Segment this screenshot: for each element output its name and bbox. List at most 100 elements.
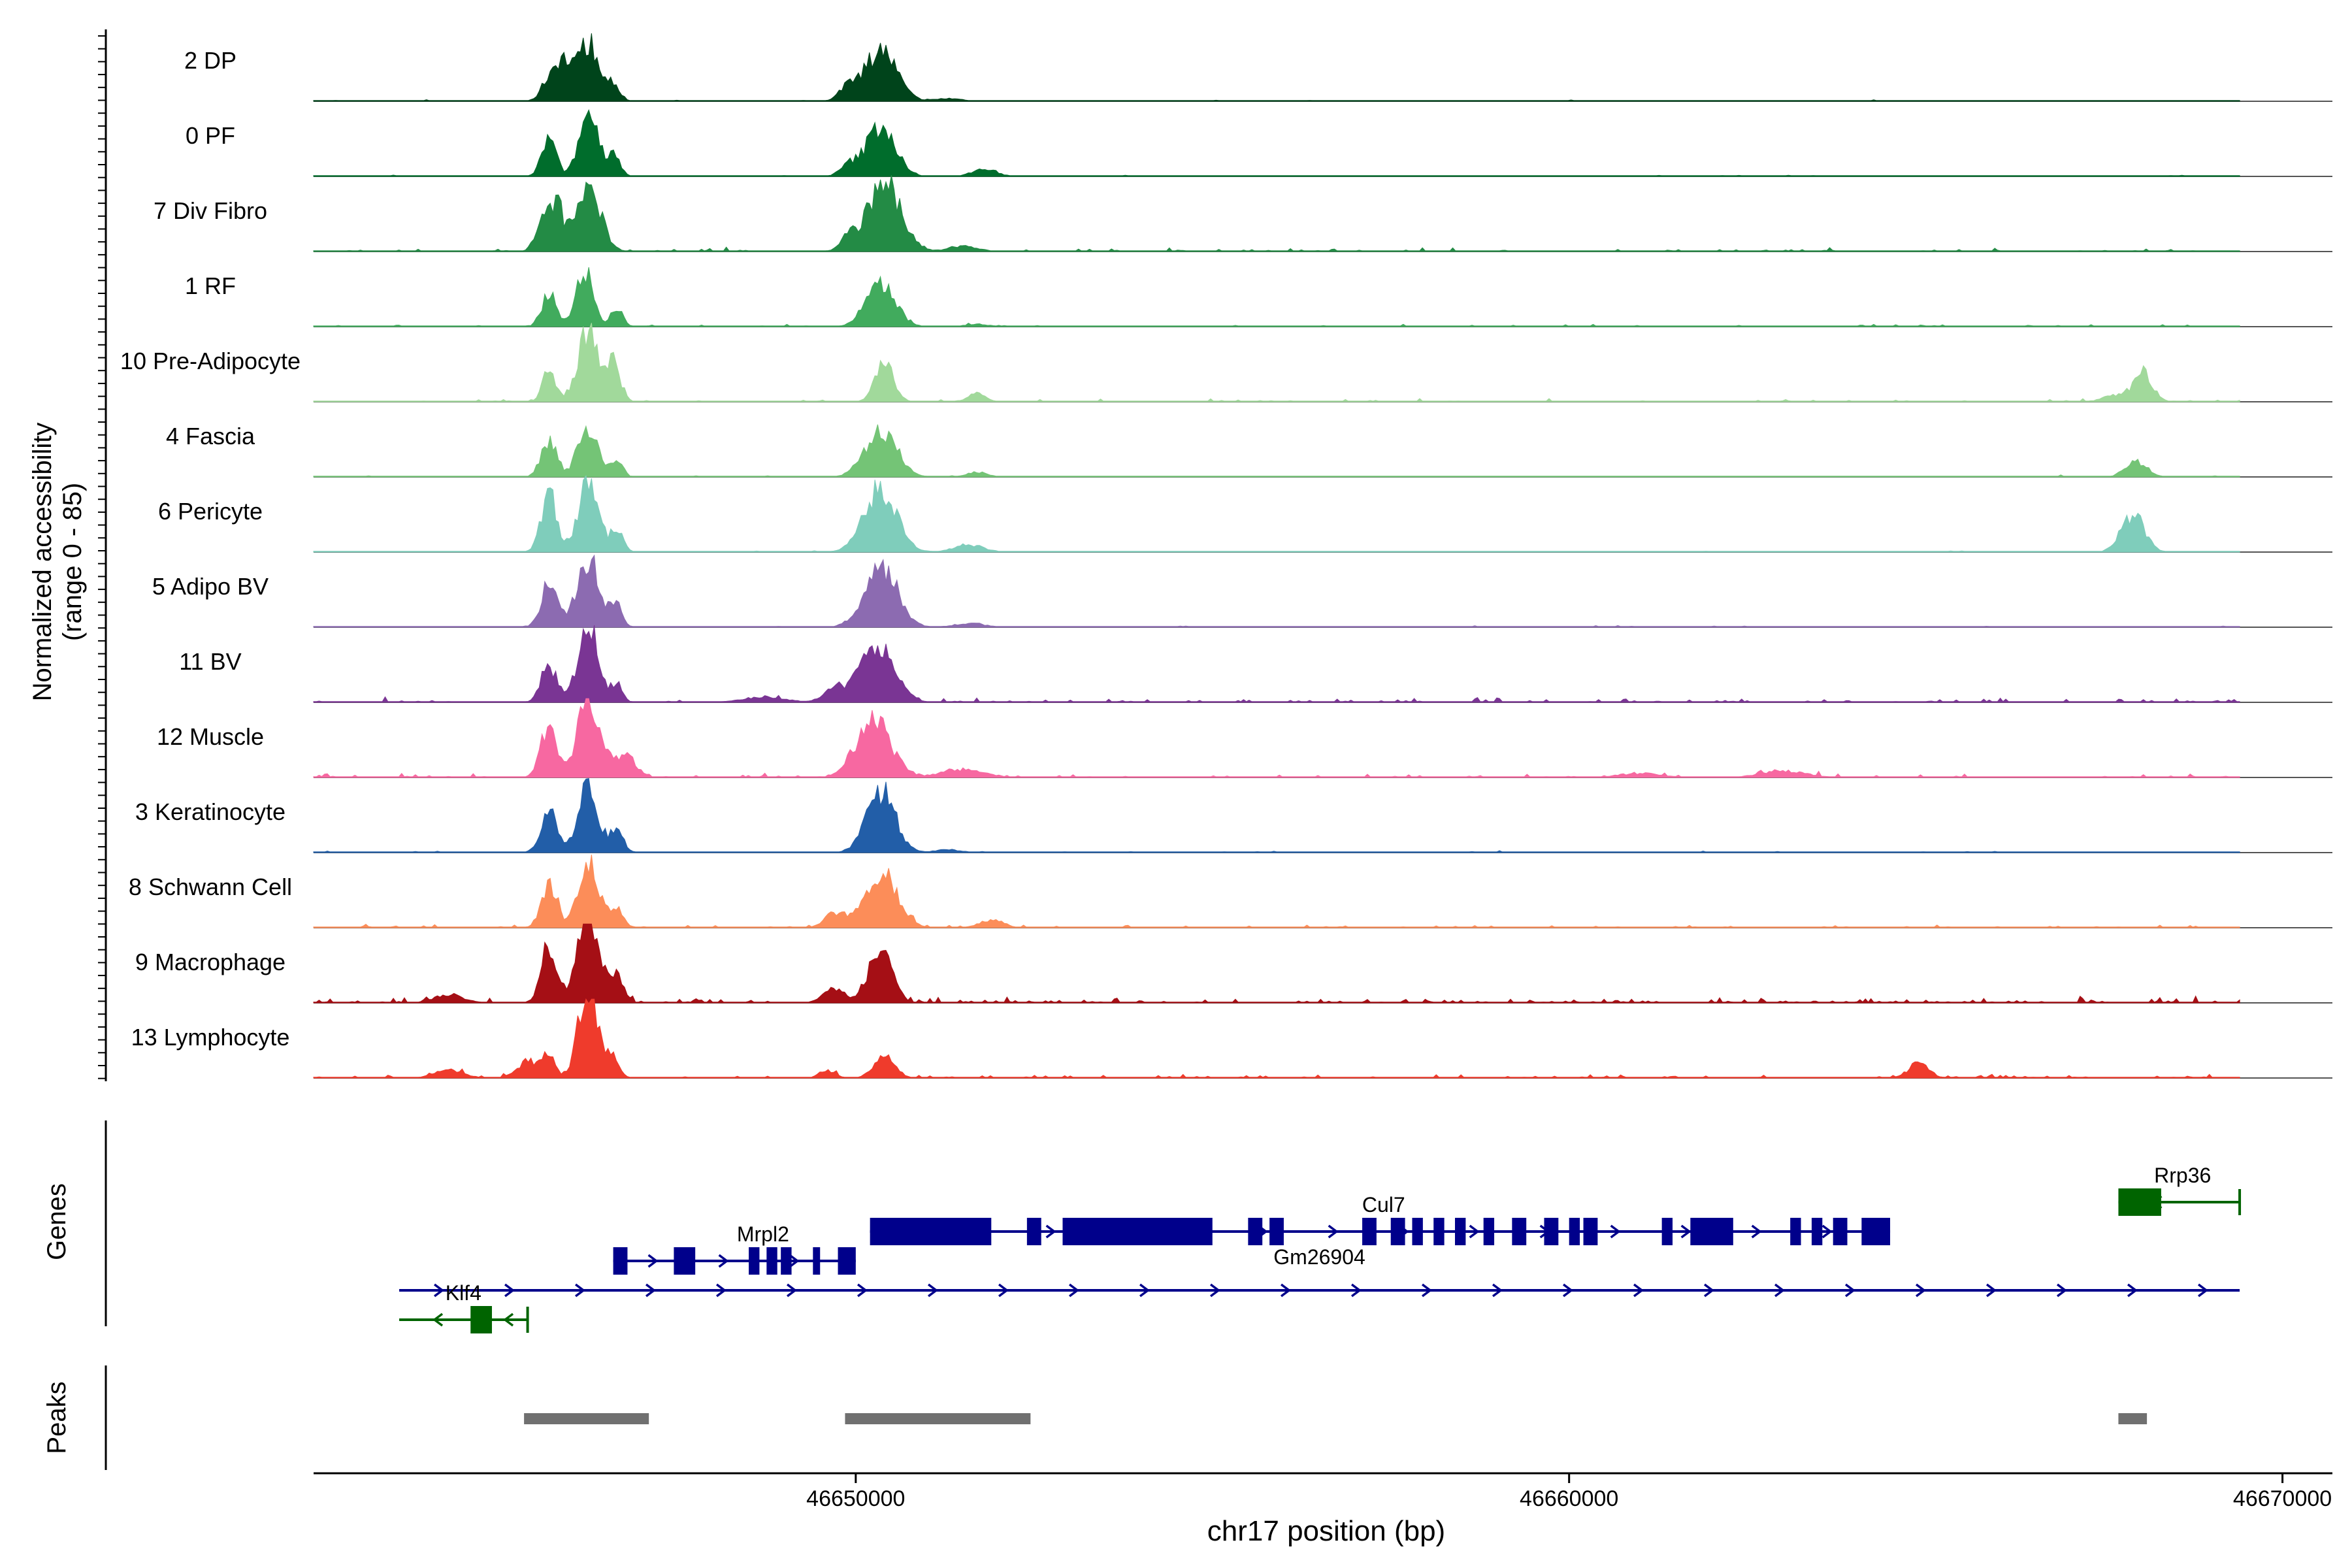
exon [1690,1218,1733,1245]
strand-arrow [1280,1283,1291,1298]
exon [470,1306,492,1333]
coverage-area [313,474,2240,553]
track-11-bv: 11 BV [179,625,2332,703]
track-6-pericyte: 6 Pericyte [158,474,2332,553]
track-8-schwann-cell: 8 Schwann Cell [129,855,2332,928]
strand-arrow [1421,1283,1432,1298]
exon [1026,1218,1041,1245]
track-12-muscle: 12 Muscle [157,698,2332,778]
exon [781,1247,792,1275]
exon [1454,1218,1466,1245]
strand-arrow [857,1283,868,1298]
exon [674,1247,696,1275]
strand-arrow [503,1313,514,1327]
exon [2118,1188,2161,1216]
strand-arrow [927,1283,938,1298]
strand-arrow [1139,1283,1150,1298]
exon [1433,1218,1445,1245]
exon [613,1247,628,1275]
track-label: 12 Muscle [157,723,264,750]
strand-arrow [1821,1224,1833,1239]
strand-arrow [1068,1283,1079,1298]
strand-arrow [1492,1283,1503,1298]
track-9-macrophage: 9 Macrophage [135,923,2332,1004]
strand-arrow [1610,1224,1621,1239]
strand-arrow [1562,1283,1573,1298]
track-4-fascia: 4 Fascia [166,423,2332,478]
strand-arrow [715,1283,727,1298]
track-label: 11 BV [179,648,241,675]
exon [1062,1218,1213,1245]
exon [1512,1218,1527,1245]
coverage-area [313,998,2240,1079]
track-5-adipo-bv: 5 Adipo BV [152,554,2332,628]
track-0-pf: 0 PF [186,108,2332,177]
track-3-keratinocyte: 3 Keratinocyte [135,778,2332,853]
strand-arrow [1680,1224,1691,1239]
coverage-area [313,855,2240,928]
gene-annotation-track: Mrpl2 Cul7 Gm26904 Klf4 Rrp36 [399,1164,2242,1333]
exon [813,1247,821,1275]
y-axis-label-line1: Normalized accessibility [28,423,57,702]
strand-arrow [1469,1224,1480,1239]
gene-label: Gm26904 [1273,1245,1365,1269]
genes-track-label: Genes [42,1183,71,1260]
axes: 46650000 46660000 46670000 [98,29,2332,1511]
coverage-area [313,175,2240,252]
strand-arrow [786,1283,797,1298]
gene-klf4: Klf4 [399,1281,529,1333]
strand-arrow [647,1254,659,1268]
coverage-area [313,923,2240,1004]
strand-arrow [789,1254,800,1268]
strand-arrow [1633,1283,1644,1298]
exon [1833,1218,1848,1245]
strand-arrow [1328,1224,1339,1239]
strand-arrow [1774,1283,1785,1298]
exon [1412,1218,1423,1245]
strand-arrow [1209,1283,1220,1298]
track-label: 0 PF [186,122,235,149]
exon [838,1247,856,1275]
exon [1362,1218,1377,1245]
gene-gm26904: Gm26904 [399,1245,2240,1298]
track-1-rf: 1 RF [185,267,2332,327]
x-tick-label: 46650000 [806,1486,905,1511]
coverage-area [313,108,2240,177]
track-2-dp: 2 DP [184,33,2332,102]
strand-arrow [998,1283,1009,1298]
track-7-div-fibro: 7 Div Fibro [154,175,2332,252]
strand-arrow [2127,1283,2138,1298]
peak-region [524,1413,649,1424]
track-label: 5 Adipo BV [152,573,269,600]
x-tick-label: 46670000 [2233,1486,2332,1511]
strand-arrow [574,1283,585,1298]
strand-arrow [645,1283,656,1298]
strand-arrow [1985,1283,1997,1298]
track-10-pre-adipocyte: 10 Pre-Adipocyte [120,323,2332,402]
strand-arrow [1045,1224,1056,1239]
exon [1583,1218,1598,1245]
track-label: 10 Pre-Adipocyte [120,348,301,374]
coverage-tracks: 2 DP 0 PF 7 Div Fibro 1 RF 10 Pre-Adipocyte 4… [120,33,2332,1079]
peak-regions-track [524,1413,2148,1424]
exon [1569,1218,1580,1245]
gene-rrp36: Rrp36 [2118,1164,2242,1216]
peak-region [845,1413,1031,1424]
gene-label: Rrp36 [2154,1164,2211,1187]
exon [1483,1218,1495,1245]
exon [1390,1218,1405,1245]
strand-arrow [504,1283,515,1298]
coverage-area [313,267,2240,327]
strand-arrow [2056,1283,2067,1298]
gene-label: Cul7 [1362,1193,1405,1217]
track-label: 3 Keratinocyte [135,798,286,825]
exon [1544,1218,1559,1245]
strand-arrow [1751,1224,1762,1239]
strand-arrow [1350,1283,1362,1298]
gene-mrpl2: Mrpl2 [613,1222,856,1275]
track-label: 1 RF [185,272,236,299]
exon [1790,1218,1801,1245]
peaks-track-label: Peaks [42,1381,71,1454]
coverage-area [313,33,2240,102]
